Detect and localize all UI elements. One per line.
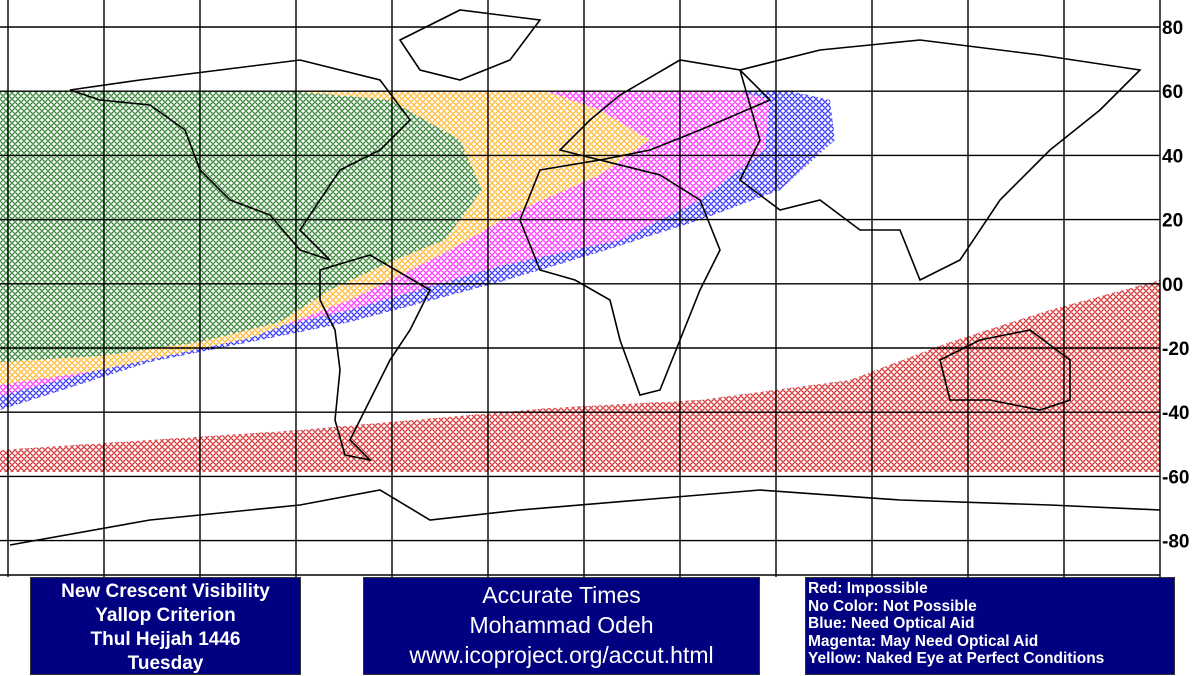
box-line: Magenta: May Need Optical Aid [808,632,1039,650]
credit-box: Accurate Times Mohammad Odeh www.icoprojec… [363,577,760,675]
latitude-label: -80 [1162,532,1189,553]
graticule [0,0,1161,577]
zone-green [0,91,482,362]
box-line: Thul Hejjah 1446 [90,629,241,650]
box-line: No Color: Not Possible [808,597,977,615]
box-line: Blue: Need Optical Aid [808,615,975,632]
visibility-zones [0,91,1160,472]
zone-red [0,280,1160,472]
box-line: Tuesday [127,653,204,674]
latitude-labels: 80 60 40 20 00 -20 -40 -60 -80 [1162,18,1189,553]
antarctica [9,489,1161,546]
box-line: www.icoproject.org/accut.html [409,642,714,668]
coastlines [9,9,1161,546]
box-line: Yallop Criterion [95,605,236,626]
box-line: Yellow: Naked Eye at Perfect Conditions [808,650,1105,667]
box-line: Accurate Times [482,582,641,608]
north-america [69,59,412,261]
latitude-label: 00 [1162,275,1183,296]
legend-box: Red: Impossible No Color: Not Possible Blu… [805,577,1175,675]
latitude-label: -20 [1162,339,1189,360]
box-line: Mohammad Odeh [469,612,654,638]
australia [939,329,1071,411]
visibility-map: 80 60 40 20 00 -20 -40 -60 -80 [0,0,1189,577]
info-box: New Crescent Visibility Yallop Criterion T… [30,577,301,675]
latitude-label: -60 [1162,467,1189,488]
greenland [398,9,542,81]
box-line: Red: Impossible [808,580,928,597]
latitude-label: 60 [1162,82,1183,103]
latitude-label: -40 [1162,403,1189,424]
latitude-label: 20 [1162,211,1183,232]
box-line: New Crescent Visibility [61,581,270,602]
latitude-label: 40 [1162,146,1183,167]
asia [738,39,1142,282]
south-america [319,254,432,462]
africa [519,159,721,396]
latitude-label: 80 [1162,18,1183,39]
